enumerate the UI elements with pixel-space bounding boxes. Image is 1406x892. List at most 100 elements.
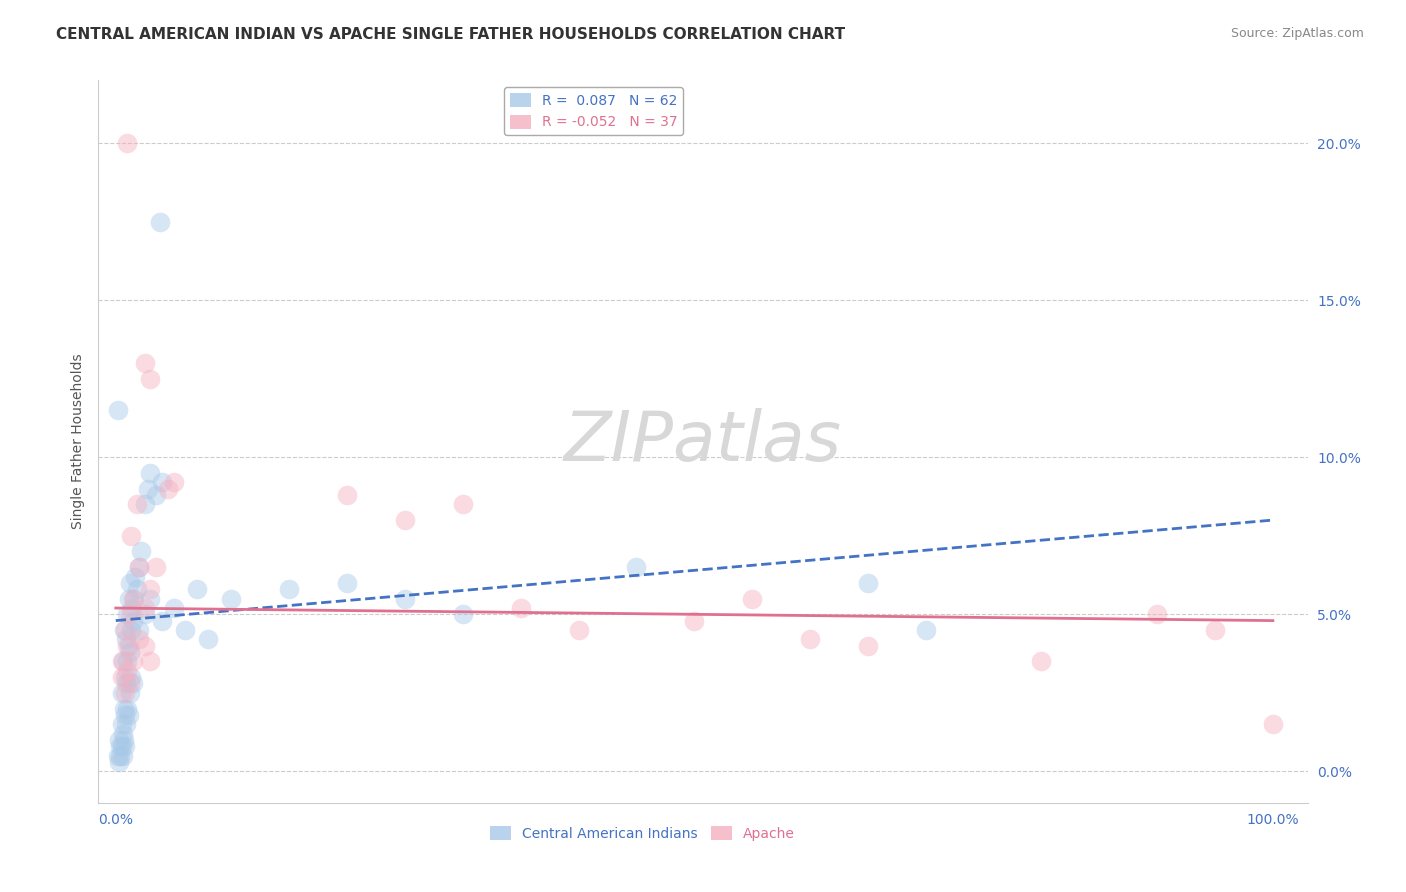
Point <box>124 591 146 606</box>
Point <box>568 623 591 637</box>
Point <box>197 632 219 647</box>
Point <box>118 575 141 590</box>
Point <box>174 623 197 637</box>
Point <box>139 655 162 669</box>
Point <box>125 497 148 511</box>
Point <box>683 614 706 628</box>
Legend: Central American Indians, Apache: Central American Indians, Apache <box>484 821 801 847</box>
Point <box>114 707 136 722</box>
Point <box>186 582 208 597</box>
Point <box>122 591 145 606</box>
Point <box>394 591 416 606</box>
Point <box>134 601 156 615</box>
Text: Source: ZipAtlas.com: Source: ZipAtlas.com <box>1230 27 1364 40</box>
Point <box>1261 717 1284 731</box>
Point <box>117 707 139 722</box>
Point <box>336 488 359 502</box>
Point <box>120 670 142 684</box>
Point <box>1031 655 1053 669</box>
Point <box>451 607 474 622</box>
Point <box>112 623 135 637</box>
Point <box>112 701 135 715</box>
Point <box>107 403 129 417</box>
Point <box>149 214 172 228</box>
Point <box>111 748 134 763</box>
Point <box>129 544 152 558</box>
Point <box>117 607 139 622</box>
Point <box>108 733 131 747</box>
Point <box>125 582 148 597</box>
Point <box>139 591 162 606</box>
Point <box>145 560 167 574</box>
Point <box>117 701 139 715</box>
Point <box>509 601 531 615</box>
Point <box>134 497 156 511</box>
Point <box>110 686 132 700</box>
Point <box>128 623 150 637</box>
Point <box>115 717 138 731</box>
Point <box>117 655 139 669</box>
Point <box>134 639 156 653</box>
Point <box>134 356 156 370</box>
Point <box>120 623 142 637</box>
Point <box>139 466 162 480</box>
Point <box>128 560 150 574</box>
Point <box>108 755 131 769</box>
Point <box>136 482 159 496</box>
Point <box>278 582 301 597</box>
Point <box>1146 607 1168 622</box>
Point <box>336 575 359 590</box>
Point <box>799 632 821 647</box>
Point <box>121 601 143 615</box>
Point <box>117 639 139 653</box>
Point <box>145 488 167 502</box>
Point <box>451 497 474 511</box>
Point <box>856 639 879 653</box>
Point <box>112 733 135 747</box>
Point <box>162 601 184 615</box>
Point <box>156 482 179 496</box>
Point <box>122 614 145 628</box>
Point <box>150 475 173 490</box>
Point <box>110 739 132 754</box>
Point <box>741 591 763 606</box>
Point <box>139 582 162 597</box>
Point <box>122 655 145 669</box>
Point <box>114 623 136 637</box>
Point <box>110 670 132 684</box>
Point <box>122 676 145 690</box>
Text: CENTRAL AMERICAN INDIAN VS APACHE SINGLE FATHER HOUSEHOLDS CORRELATION CHART: CENTRAL AMERICAN INDIAN VS APACHE SINGLE… <box>56 27 845 42</box>
Point <box>117 136 139 150</box>
Point <box>221 591 243 606</box>
Point <box>114 739 136 754</box>
Text: ZIPatlas: ZIPatlas <box>564 408 842 475</box>
Point <box>114 670 136 684</box>
Point <box>114 686 136 700</box>
Point <box>139 372 162 386</box>
Point <box>111 655 134 669</box>
Y-axis label: Single Father Households: Single Father Households <box>70 354 84 529</box>
Point <box>107 748 129 763</box>
Point <box>115 676 138 690</box>
Point <box>1204 623 1226 637</box>
Point <box>128 632 150 647</box>
Point <box>914 623 936 637</box>
Point <box>118 686 141 700</box>
Point <box>394 513 416 527</box>
Point <box>120 529 142 543</box>
Point <box>118 676 141 690</box>
Point <box>124 569 146 583</box>
Point <box>111 727 134 741</box>
Point <box>117 591 139 606</box>
Point <box>150 614 173 628</box>
Point <box>162 475 184 490</box>
Point <box>117 639 139 653</box>
Point <box>110 655 132 669</box>
Point <box>128 560 150 574</box>
Point <box>110 739 132 754</box>
Point <box>117 664 139 678</box>
Point <box>110 717 132 731</box>
Point <box>118 645 141 659</box>
Point <box>626 560 648 574</box>
Point <box>134 607 156 622</box>
